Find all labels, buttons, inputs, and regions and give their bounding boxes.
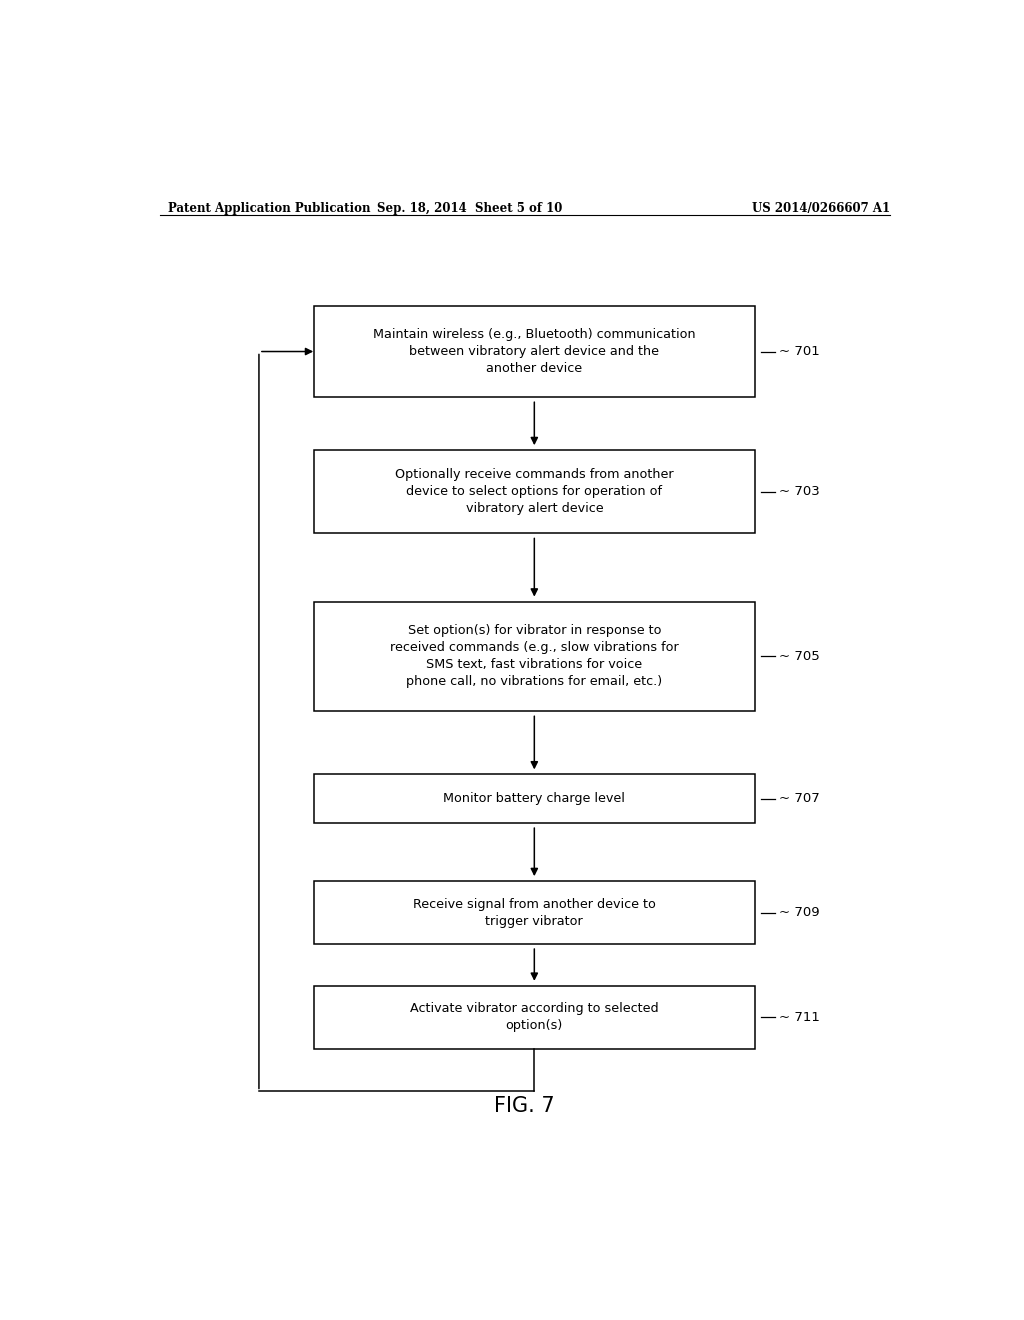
Text: Sep. 18, 2014  Sheet 5 of 10: Sep. 18, 2014 Sheet 5 of 10 bbox=[377, 202, 562, 215]
Bar bbox=[314, 602, 755, 711]
Text: Optionally receive commands from another
device to select options for operation : Optionally receive commands from another… bbox=[395, 469, 674, 515]
Text: ~ 707: ~ 707 bbox=[778, 792, 819, 805]
Text: Receive signal from another device to
trigger vibrator: Receive signal from another device to tr… bbox=[413, 898, 655, 928]
Text: Monitor battery charge level: Monitor battery charge level bbox=[443, 792, 626, 805]
Text: ~ 701: ~ 701 bbox=[778, 345, 819, 358]
Text: ~ 709: ~ 709 bbox=[778, 906, 819, 919]
Bar bbox=[314, 450, 755, 533]
Text: ~ 703: ~ 703 bbox=[778, 486, 819, 498]
Bar bbox=[314, 306, 755, 397]
Text: Set option(s) for vibrator in response to
received commands (e.g., slow vibratio: Set option(s) for vibrator in response t… bbox=[390, 624, 679, 689]
Text: ~ 705: ~ 705 bbox=[778, 649, 819, 663]
Text: Activate vibrator according to selected
option(s): Activate vibrator according to selected … bbox=[410, 1002, 658, 1032]
Text: Maintain wireless (e.g., Bluetooth) communication
between vibratory alert device: Maintain wireless (e.g., Bluetooth) comm… bbox=[373, 327, 695, 375]
Text: FIG. 7: FIG. 7 bbox=[495, 1096, 555, 1115]
Bar bbox=[314, 880, 755, 944]
Bar bbox=[314, 775, 755, 824]
Text: US 2014/0266607 A1: US 2014/0266607 A1 bbox=[752, 202, 890, 215]
Text: ~ 711: ~ 711 bbox=[778, 1011, 819, 1024]
Text: Patent Application Publication: Patent Application Publication bbox=[168, 202, 371, 215]
Bar bbox=[314, 986, 755, 1049]
